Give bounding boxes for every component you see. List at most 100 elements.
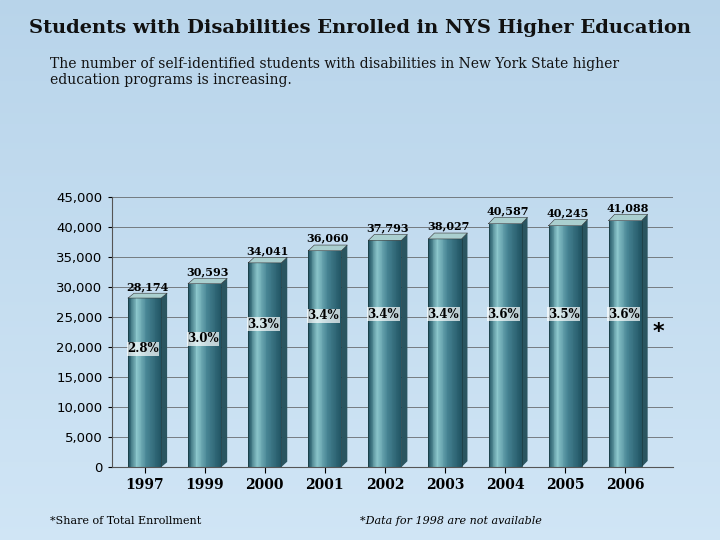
Bar <box>443 239 444 467</box>
Bar <box>0 32 720 35</box>
Bar <box>150 298 151 467</box>
Bar <box>0 278 720 281</box>
Bar <box>142 298 143 467</box>
Bar <box>143 298 144 467</box>
Bar <box>0 265 720 267</box>
Bar <box>0 232 720 235</box>
Bar <box>627 220 628 467</box>
Bar <box>0 11 720 14</box>
Bar <box>450 239 451 467</box>
Bar <box>437 239 438 467</box>
Text: 41,088: 41,088 <box>607 202 649 213</box>
Bar <box>631 220 632 467</box>
Bar <box>338 251 339 467</box>
Bar <box>0 456 720 459</box>
Text: *: * <box>652 321 664 341</box>
Bar <box>370 240 371 467</box>
Bar <box>568 226 570 467</box>
Bar <box>254 263 255 467</box>
Bar <box>0 510 720 513</box>
Bar <box>639 220 640 467</box>
Bar <box>0 143 720 146</box>
Bar <box>632 220 633 467</box>
Bar <box>274 263 275 467</box>
Bar <box>337 251 338 467</box>
Bar <box>0 0 720 3</box>
Bar <box>0 535 720 537</box>
Bar <box>504 224 505 467</box>
Bar <box>444 239 445 467</box>
Bar <box>309 251 310 467</box>
Text: 3.4%: 3.4% <box>367 308 399 321</box>
Text: 3.6%: 3.6% <box>487 308 519 321</box>
Bar <box>0 273 720 275</box>
Text: 3.0%: 3.0% <box>187 332 219 345</box>
Bar <box>497 224 498 467</box>
Bar <box>379 240 380 467</box>
Bar <box>0 435 720 437</box>
Bar <box>0 464 720 467</box>
Bar <box>278 263 279 467</box>
Bar <box>0 494 720 497</box>
Bar <box>396 240 397 467</box>
Bar <box>387 240 388 467</box>
Bar <box>0 157 720 159</box>
Bar <box>0 394 720 397</box>
Polygon shape <box>369 234 408 240</box>
Bar <box>0 240 720 243</box>
Bar <box>429 239 430 467</box>
Bar <box>378 240 379 467</box>
Bar <box>0 343 720 346</box>
Bar <box>151 298 152 467</box>
Text: 34,041: 34,041 <box>246 245 289 256</box>
Bar <box>617 220 618 467</box>
Bar <box>325 251 326 467</box>
Bar <box>0 302 720 305</box>
Bar <box>0 324 720 327</box>
Bar <box>253 263 254 467</box>
Bar <box>0 22 720 24</box>
Bar <box>581 226 582 467</box>
Bar <box>0 140 720 143</box>
Bar <box>613 220 614 467</box>
Text: 40,587: 40,587 <box>487 205 529 216</box>
Bar <box>128 298 129 467</box>
Bar <box>0 246 720 248</box>
Bar <box>457 239 458 467</box>
Bar <box>388 240 389 467</box>
Bar <box>0 135 720 138</box>
Bar <box>0 227 720 229</box>
Bar <box>552 226 553 467</box>
Bar <box>0 448 720 451</box>
Bar <box>0 202 720 205</box>
Bar <box>0 467 720 470</box>
Bar <box>202 284 203 467</box>
Bar <box>0 424 720 427</box>
Bar <box>0 76 720 78</box>
Bar <box>249 263 250 467</box>
Bar <box>0 518 720 521</box>
Bar <box>205 284 207 467</box>
Bar <box>0 146 720 148</box>
Bar <box>0 262 720 265</box>
Polygon shape <box>549 219 588 226</box>
Bar <box>576 226 577 467</box>
Bar <box>433 239 434 467</box>
Bar <box>0 432 720 435</box>
Bar <box>641 220 642 467</box>
Bar <box>0 111 720 113</box>
Bar <box>260 263 261 467</box>
Bar <box>369 240 370 467</box>
Bar <box>372 240 374 467</box>
Polygon shape <box>308 245 347 251</box>
Text: 3.4%: 3.4% <box>307 309 339 322</box>
Bar <box>0 335 720 338</box>
Bar <box>279 263 281 467</box>
Bar <box>0 416 720 418</box>
Bar <box>0 189 720 192</box>
Bar <box>0 502 720 505</box>
Bar <box>0 338 720 340</box>
Bar <box>562 226 564 467</box>
Bar <box>567 226 568 467</box>
Text: 3.3%: 3.3% <box>247 318 279 330</box>
